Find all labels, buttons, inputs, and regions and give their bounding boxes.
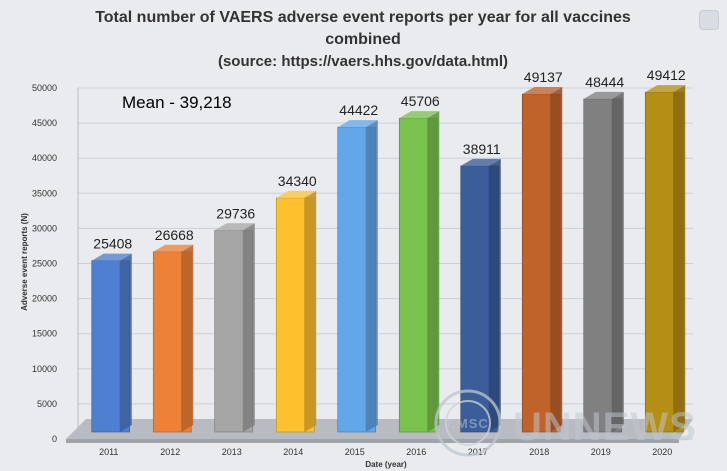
y-tick-label: 20000 xyxy=(32,294,57,304)
bar-side-2014 xyxy=(304,190,317,432)
y-tick-label: 5000 xyxy=(37,399,57,409)
watermark: EMSC UNNEWS xyxy=(434,389,697,457)
mean-annotation: Mean - 39,218 xyxy=(122,93,232,112)
x-tick-label: 2012 xyxy=(160,447,180,457)
floor-edge xyxy=(66,439,679,443)
title-line: (source: https://vaers.hhs.gov/data.html… xyxy=(218,53,508,70)
bar-side-2020 xyxy=(673,85,686,433)
bar-top-2012 xyxy=(153,244,194,252)
data-label: 38911 xyxy=(463,141,501,157)
data-label: 49412 xyxy=(647,67,686,83)
data-label: 45706 xyxy=(401,93,440,109)
x-tick-label: 2015 xyxy=(345,447,365,457)
bar-top-2015 xyxy=(337,120,378,128)
y-tick-label: 35000 xyxy=(32,188,57,198)
x-axis-label: Date (year) xyxy=(365,460,407,469)
y-tick-label: 25000 xyxy=(32,259,57,269)
bar-top-2014 xyxy=(276,190,317,198)
bar-top-2019 xyxy=(583,91,624,99)
x-tick-label: 2011 xyxy=(99,447,118,457)
bar-top-2017 xyxy=(460,158,501,166)
bar-side-2011 xyxy=(119,253,132,432)
data-labels: 25408 26668 29736 34340 44422 45706 38911 49137… xyxy=(93,67,686,252)
bar-top-2016 xyxy=(399,111,440,119)
bar-side-2013 xyxy=(242,223,255,432)
bar-side-2018 xyxy=(550,87,563,432)
watermark-badge xyxy=(434,389,502,457)
x-tick-label: 2020 xyxy=(652,447,672,457)
bar-top-2020 xyxy=(645,85,686,93)
y-tick-label: 15000 xyxy=(32,329,57,339)
y-axis-ticks: 0 5000 10000 15000 20000 25000 30000 35000 40000… xyxy=(32,83,57,444)
data-label: 48444 xyxy=(585,74,624,90)
watermark-text: UNNEWS xyxy=(513,405,697,449)
data-label: 29736 xyxy=(216,205,255,221)
y-axis-label: Adverse event reports (N) xyxy=(20,213,29,311)
watermark-badge-text: EMSC xyxy=(447,416,489,431)
lens-icon[interactable] xyxy=(699,10,719,30)
y-tick-label: 10000 xyxy=(32,364,57,374)
x-tick-label: 2014 xyxy=(283,447,303,457)
x-tick-label: 2016 xyxy=(406,447,426,457)
y-tick-label: 0 xyxy=(52,434,57,444)
bar-top-2011 xyxy=(91,253,132,261)
bar-side-2015 xyxy=(365,120,378,432)
bar-top-2018 xyxy=(522,87,563,95)
title-line: combined xyxy=(325,31,401,48)
bar-top-2013 xyxy=(214,223,255,231)
x-tick-label: 2018 xyxy=(529,447,549,457)
data-label: 26668 xyxy=(155,227,194,243)
y-tick-label: 40000 xyxy=(32,153,57,163)
bars xyxy=(91,85,686,433)
chart-title: Total number of VAERS adverse event repo… xyxy=(95,9,631,70)
y-tick-label: 45000 xyxy=(32,118,57,128)
x-tick-label: 2019 xyxy=(591,447,611,457)
watermark-badge-inner xyxy=(445,400,491,446)
bar-side-2012 xyxy=(181,244,194,432)
data-label: 49137 xyxy=(524,69,563,85)
bar-side-2017 xyxy=(488,158,501,432)
title-line: Total number of VAERS adverse event repo… xyxy=(95,9,631,26)
x-tick-label: 2013 xyxy=(222,447,242,457)
bar-side-2019 xyxy=(611,91,624,432)
y-tick-label: 30000 xyxy=(32,223,57,233)
bar-side-2016 xyxy=(427,111,440,432)
data-label: 34340 xyxy=(278,173,317,189)
y-tick-label: 50000 xyxy=(32,83,57,93)
data-label: 44422 xyxy=(339,102,378,118)
data-label: 25408 xyxy=(93,236,132,252)
